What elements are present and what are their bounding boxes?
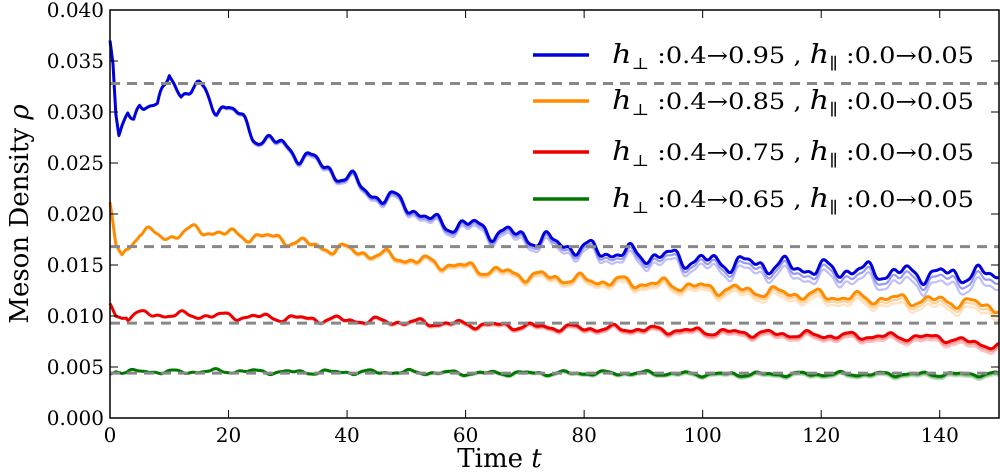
y-tick-label: 0.010 xyxy=(47,304,104,328)
y-tick-label: 0.020 xyxy=(47,202,104,226)
x-tick-label: 120 xyxy=(802,423,840,447)
y-tick-label: 0.025 xyxy=(47,151,104,175)
equilibrium-lines-layer xyxy=(110,81,999,375)
series-lines-layer xyxy=(108,40,1000,381)
legend: h ⊥ :0.4→0.95 , h ∥ :0.0→0.05 h ⊥ :0.4→0.85 … xyxy=(533,40,974,217)
y-tick-label: 0.040 xyxy=(47,0,104,22)
series-shadow-1-b xyxy=(108,40,1000,298)
axis-ticks-layer: 0 20 40 60 80 100 120 140 0.000 0.005 0.010 0.015 0.… xyxy=(47,0,999,447)
y-tick-label: 0.005 xyxy=(47,355,104,379)
series-shadow-2-b xyxy=(108,202,1000,322)
series-shadow-3-a xyxy=(109,303,1000,353)
x-tick-label: 40 xyxy=(334,423,359,447)
x-tick-label: 0 xyxy=(104,423,117,447)
y-tick-label: 0.030 xyxy=(47,100,104,124)
x-tick-label: 80 xyxy=(571,423,596,447)
x-tick-label: 60 xyxy=(453,423,478,447)
x-axis-title-text: Time xyxy=(457,444,523,473)
series-line-2 xyxy=(108,201,1000,315)
x-tick-label: 140 xyxy=(921,423,959,447)
x-axis-title: Time t xyxy=(457,444,542,473)
y-tick-label: 0.035 xyxy=(47,49,104,73)
y-tick-label: 0.015 xyxy=(47,253,104,277)
y-axis-title: Meson Density ρ xyxy=(5,104,35,324)
series-line-3 xyxy=(108,302,1000,351)
y-axis-title-text: Meson Density xyxy=(5,128,35,324)
legend-label-1: h ⊥ :0.4→0.95 , h ∥ :0.0→0.05 xyxy=(612,40,974,73)
plot-frame xyxy=(109,9,1000,419)
y-tick-label: 0.000 xyxy=(47,406,104,430)
x-tick-label: 20 xyxy=(216,423,241,447)
x-tick-label: 100 xyxy=(684,423,722,447)
legend-label-2: h ⊥ :0.4→0.85 , h ∥ :0.0→0.05 xyxy=(612,86,974,119)
y-axis-title-var: ρ xyxy=(5,104,35,121)
series-line-1 xyxy=(108,40,1000,287)
legend-label-4: h ⊥ :0.4→0.65 , h ∥ :0.0→0.05 xyxy=(612,184,974,217)
x-axis-title-var: t xyxy=(531,444,542,473)
legend-label-3: h ⊥ :0.4→0.75 , h ∥ :0.0→0.05 xyxy=(612,137,974,170)
